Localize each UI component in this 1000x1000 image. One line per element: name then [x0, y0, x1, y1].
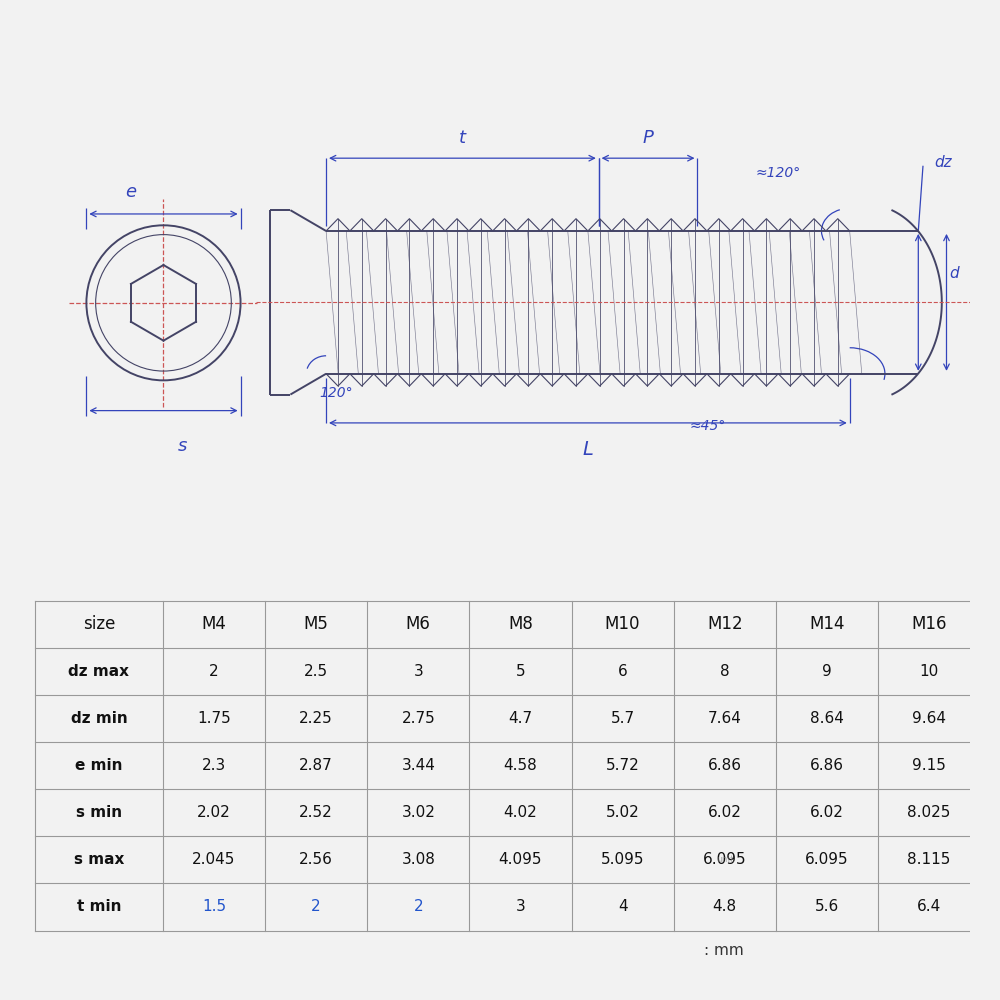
Text: 4.095: 4.095 — [499, 852, 542, 867]
Text: 5.02: 5.02 — [606, 805, 639, 820]
Text: 8.64: 8.64 — [810, 711, 844, 726]
Text: 6.02: 6.02 — [708, 805, 742, 820]
Text: e min: e min — [75, 758, 123, 773]
Text: 9.64: 9.64 — [912, 711, 946, 726]
Text: 4.58: 4.58 — [504, 758, 537, 773]
Text: 3: 3 — [516, 899, 525, 914]
Text: s max: s max — [74, 852, 124, 867]
Text: s min: s min — [76, 805, 122, 820]
Text: 3.02: 3.02 — [401, 805, 435, 820]
Text: 3: 3 — [413, 664, 423, 679]
Text: dz max: dz max — [68, 664, 129, 679]
Text: M16: M16 — [911, 615, 947, 633]
Text: 7.64: 7.64 — [708, 711, 742, 726]
Text: 4.02: 4.02 — [504, 805, 537, 820]
Text: 120°: 120° — [320, 386, 353, 400]
Text: 2.75: 2.75 — [401, 711, 435, 726]
Text: dz min: dz min — [71, 711, 127, 726]
Text: 1.5: 1.5 — [202, 899, 226, 914]
Text: 9: 9 — [822, 664, 832, 679]
Text: M4: M4 — [201, 615, 226, 633]
Text: 4.7: 4.7 — [508, 711, 532, 726]
Text: 3.44: 3.44 — [401, 758, 435, 773]
Text: M8: M8 — [508, 615, 533, 633]
Text: 8.025: 8.025 — [907, 805, 951, 820]
Text: ≈45°: ≈45° — [690, 419, 726, 433]
Text: 2: 2 — [413, 899, 423, 914]
Text: 6.86: 6.86 — [810, 758, 844, 773]
Text: ≈120°: ≈120° — [756, 166, 801, 180]
Text: 2: 2 — [209, 664, 219, 679]
Text: 3.08: 3.08 — [401, 852, 435, 867]
Text: L: L — [582, 440, 593, 459]
Text: t min: t min — [77, 899, 121, 914]
Text: 2: 2 — [311, 899, 321, 914]
Text: e: e — [125, 183, 136, 201]
Text: 4.8: 4.8 — [713, 899, 737, 914]
Text: 5.7: 5.7 — [611, 711, 635, 726]
Text: unit: unit — [716, 855, 734, 864]
Text: 8: 8 — [720, 664, 730, 679]
Text: 6.4: 6.4 — [917, 899, 941, 914]
Text: size: size — [83, 615, 115, 633]
Text: 2.52: 2.52 — [299, 805, 333, 820]
Text: P: P — [643, 129, 653, 147]
Text: 1.75: 1.75 — [197, 711, 231, 726]
Text: 5.72: 5.72 — [606, 758, 639, 773]
Text: 2.87: 2.87 — [299, 758, 333, 773]
Text: 6.86: 6.86 — [708, 758, 742, 773]
Text: M10: M10 — [605, 615, 640, 633]
Text: 2.56: 2.56 — [299, 852, 333, 867]
Text: 6.095: 6.095 — [805, 852, 849, 867]
Text: M12: M12 — [707, 615, 743, 633]
Text: 8.115: 8.115 — [907, 852, 951, 867]
Text: d: d — [949, 266, 959, 282]
Text: 5.6: 5.6 — [815, 899, 839, 914]
Text: 6.095: 6.095 — [703, 852, 747, 867]
Text: : mm: : mm — [704, 943, 744, 958]
Text: 10: 10 — [920, 664, 939, 679]
Text: 2.25: 2.25 — [299, 711, 333, 726]
Text: 9.15: 9.15 — [912, 758, 946, 773]
Text: 4: 4 — [618, 899, 627, 914]
Text: 2.3: 2.3 — [202, 758, 226, 773]
Text: 5.095: 5.095 — [601, 852, 644, 867]
Text: 6: 6 — [618, 664, 627, 679]
Text: 2.02: 2.02 — [197, 805, 231, 820]
Text: 5: 5 — [516, 664, 525, 679]
Text: t: t — [459, 129, 466, 147]
Text: 2.045: 2.045 — [192, 852, 236, 867]
Text: s: s — [178, 437, 187, 455]
Text: M5: M5 — [304, 615, 329, 633]
Text: dz: dz — [934, 155, 952, 170]
Text: M14: M14 — [809, 615, 845, 633]
Text: 2.5: 2.5 — [304, 664, 328, 679]
Text: M6: M6 — [406, 615, 431, 633]
Text: 6.02: 6.02 — [810, 805, 844, 820]
